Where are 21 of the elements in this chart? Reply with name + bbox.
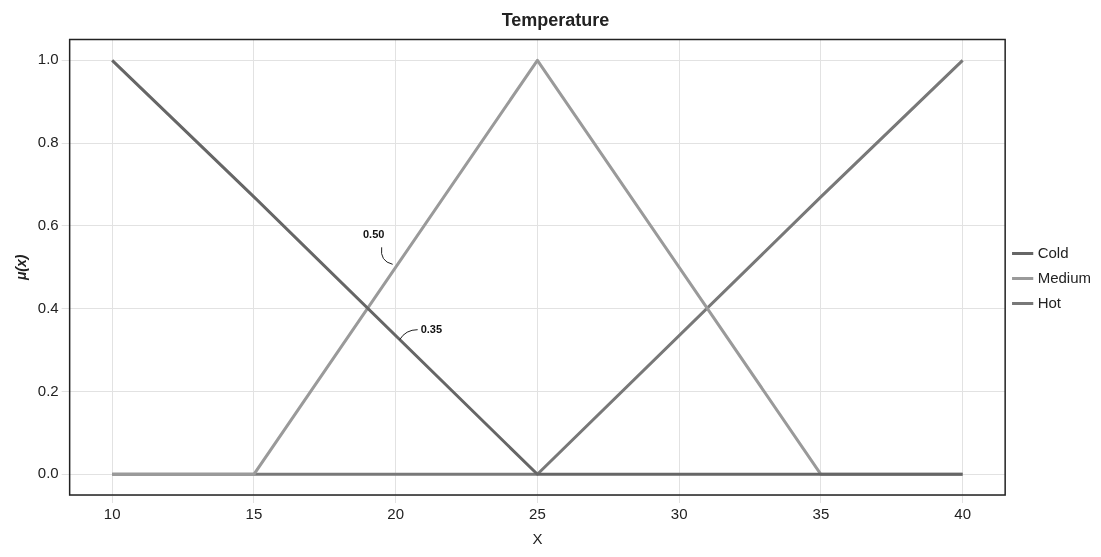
y-tick-label: 0.2 xyxy=(37,381,59,399)
y-tick-label: 0.0 xyxy=(37,464,59,482)
legend-label: Medium xyxy=(1037,268,1092,286)
x-axis-title: X xyxy=(532,530,543,548)
y-axis-title: μ(x) xyxy=(13,254,30,282)
legend-label: Cold xyxy=(1037,243,1069,261)
x-tick-label: 40 xyxy=(954,505,971,523)
x-tick-label: 20 xyxy=(387,505,404,523)
x-tick-label: 15 xyxy=(245,505,263,523)
legend-label: Hot xyxy=(1037,293,1062,311)
x-tick-label: 30 xyxy=(670,505,688,523)
y-tick-label: 0.4 xyxy=(37,298,59,316)
y-tick-label: 0.6 xyxy=(37,216,59,234)
annotation: 0.50 xyxy=(362,228,385,241)
y-tick-label: 1.0 xyxy=(37,50,59,68)
x-tick-label: 10 xyxy=(103,505,121,523)
annotation: 0.35 xyxy=(420,322,443,335)
x-tick-label: 25 xyxy=(529,505,546,523)
chart-title: Temperature xyxy=(501,9,610,30)
y-tick-label: 0.8 xyxy=(37,133,59,151)
x-tick-label: 35 xyxy=(812,505,830,523)
